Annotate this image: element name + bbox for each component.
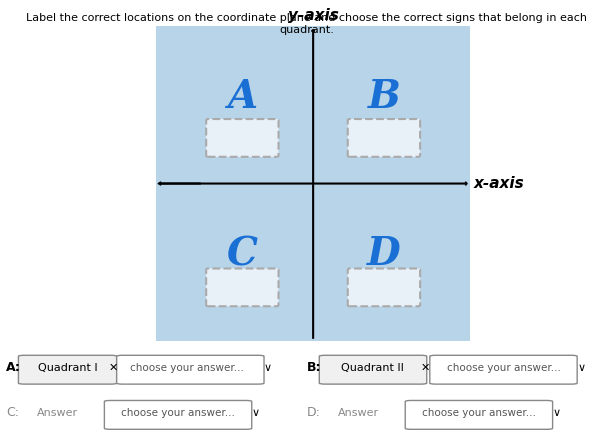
FancyBboxPatch shape (18, 355, 117, 384)
Text: ∨: ∨ (252, 408, 260, 418)
Text: D:: D: (307, 406, 321, 420)
Text: B: B (368, 78, 400, 116)
Text: ?: ? (375, 271, 393, 300)
Text: ✕: ✕ (109, 363, 119, 373)
Text: A: A (227, 78, 257, 116)
Text: y-axis: y-axis (288, 8, 338, 23)
FancyBboxPatch shape (430, 355, 577, 384)
Text: A:: A: (6, 361, 21, 374)
Text: Quadrant II: Quadrant II (341, 363, 404, 373)
Text: choose your answer...: choose your answer... (130, 363, 244, 373)
Text: ∨: ∨ (264, 363, 272, 373)
Text: choose your answer...: choose your answer... (422, 408, 536, 418)
FancyBboxPatch shape (117, 355, 264, 384)
Text: Label the correct locations on the coordinate plane and choose the correct signs: Label the correct locations on the coord… (26, 13, 588, 35)
FancyBboxPatch shape (206, 119, 279, 157)
FancyBboxPatch shape (348, 268, 420, 306)
Text: ?: ? (233, 122, 251, 151)
Text: C: C (227, 236, 258, 273)
FancyBboxPatch shape (348, 119, 420, 157)
Text: choose your answer...: choose your answer... (446, 363, 561, 373)
FancyBboxPatch shape (319, 355, 427, 384)
Text: Answer: Answer (37, 408, 78, 418)
Text: ∨: ∨ (577, 363, 585, 373)
Text: choose your answer...: choose your answer... (121, 408, 235, 418)
Text: ✕: ✕ (420, 363, 430, 373)
FancyBboxPatch shape (206, 268, 279, 306)
Text: Answer: Answer (338, 408, 379, 418)
Text: B:: B: (307, 361, 322, 374)
Text: D: D (367, 236, 401, 273)
Text: ?: ? (375, 122, 393, 151)
Text: C:: C: (6, 406, 19, 420)
FancyBboxPatch shape (104, 400, 252, 429)
FancyBboxPatch shape (405, 400, 553, 429)
Text: Quadrant I: Quadrant I (37, 363, 98, 373)
Text: ?: ? (233, 271, 251, 300)
Text: ∨: ∨ (553, 408, 561, 418)
Text: x-axis: x-axis (473, 176, 524, 191)
